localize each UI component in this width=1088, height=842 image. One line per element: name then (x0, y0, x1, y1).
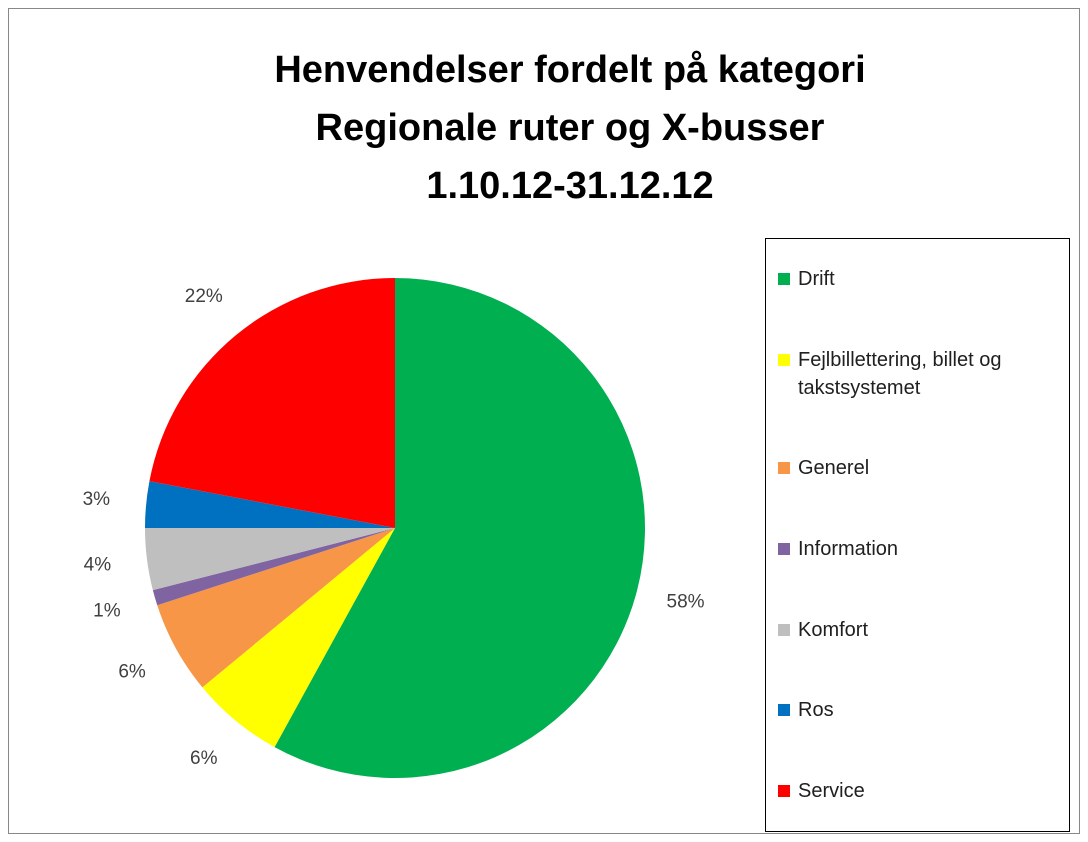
legend-label: Information (798, 537, 899, 560)
legend-item: Service (778, 777, 1059, 805)
pie-slice (145, 481, 395, 528)
legend-swatch (778, 273, 790, 286)
legend-swatch (778, 784, 790, 797)
legend-swatch (778, 542, 790, 555)
legend-label: Fejlbillettering, billet og takstsysteme… (798, 348, 1002, 399)
legend: Drift Fejlbillettering, billet og takstsy… (765, 238, 1070, 832)
data-label: 58% (667, 592, 705, 613)
chart-title: Regionale ruter og X-busser (316, 107, 825, 149)
data-label: 22% (185, 286, 223, 307)
pie-slice (145, 528, 395, 591)
pie-slice (274, 278, 645, 779)
legend-label: Komfort (798, 618, 869, 641)
data-label: 4% (84, 555, 112, 576)
legend-label: Ros (798, 699, 834, 722)
legend-swatch (778, 623, 790, 636)
legend-swatch (778, 353, 790, 366)
legend-swatch (778, 462, 790, 475)
chart-title: Henvendelser fordelt på kategori (274, 49, 865, 91)
legend-item: Generel (778, 454, 1059, 482)
legend-item: Fejlbillettering, billet og takstsysteme… (778, 346, 1059, 402)
data-label: 3% (83, 489, 111, 510)
data-label: 1% (93, 601, 121, 622)
chart-border (8, 8, 1080, 834)
legend-item: Drift (778, 265, 1059, 293)
data-label: 6% (190, 748, 218, 769)
legend-swatch (778, 704, 790, 717)
data-label: 6% (118, 662, 146, 683)
legend-label: Generel (798, 457, 870, 480)
legend-label: Drift (798, 268, 835, 291)
legend-item: Information (778, 535, 1059, 563)
legend-label: Service (798, 779, 865, 802)
chart-title: 1.10.12-31.12.12 (426, 165, 713, 207)
legend-item: Komfort (778, 616, 1059, 644)
pie-slice (152, 528, 395, 606)
pie-slice (202, 528, 395, 748)
pie-slice (149, 278, 395, 528)
legend-item: Ros (778, 696, 1059, 724)
pie-slice (157, 528, 395, 688)
